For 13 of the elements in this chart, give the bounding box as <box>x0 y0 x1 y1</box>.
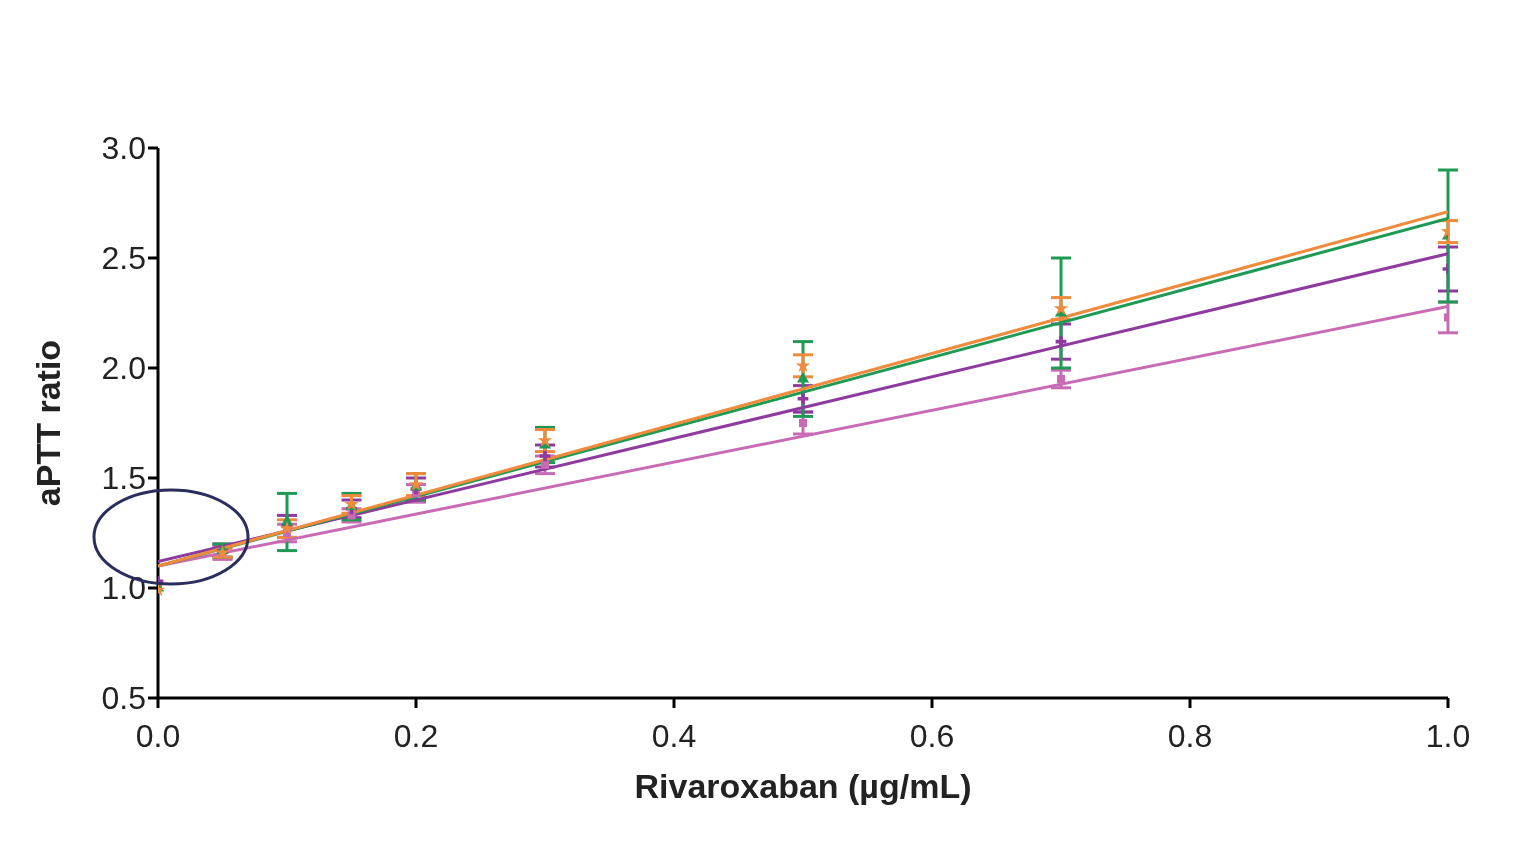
y-tick-label: 1.5 <box>101 460 146 497</box>
y-axis-title: aPTT ratio <box>29 339 68 507</box>
y-tick-label: 2.0 <box>101 350 146 387</box>
x-tick-label: 0.2 <box>393 717 439 754</box>
y-tick-label: 3.0 <box>101 130 146 167</box>
x-tick-label: 0.4 <box>651 717 697 754</box>
x-tick-label: 0.0 <box>135 717 181 754</box>
y-tick-label: 2.5 <box>101 240 146 277</box>
x-tick-label: 0.6 <box>909 717 955 754</box>
x-tick-label: 1.0 <box>1425 717 1471 754</box>
x-tick-label: 0.8 <box>1167 717 1213 754</box>
x-axis-title: Rivaroxaban (µg/mL) <box>634 767 972 805</box>
y-tick-label: 0.5 <box>101 680 146 717</box>
